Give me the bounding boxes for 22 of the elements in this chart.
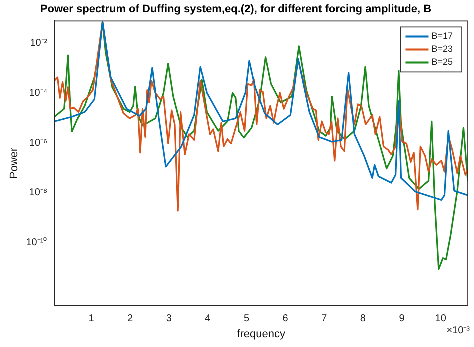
x-tick-label: 2 <box>128 314 134 325</box>
legend-label: B=25 <box>432 57 454 68</box>
legend-label: B=23 <box>432 44 454 54</box>
x-tick-label: 4 <box>205 314 212 325</box>
x-tick-label: 5 <box>244 314 250 325</box>
y-tick-label: 10⁻¹⁰ <box>26 236 48 249</box>
x-tick-label: 6 <box>282 314 289 325</box>
chart-title: Power spectrum of Duffing system,eq.(2), for different forcing amplitude, B <box>40 4 432 16</box>
y-axis-title: Power <box>8 148 21 180</box>
x-tick-label: 7 <box>322 314 328 325</box>
x-tick-label: 9 <box>399 314 406 325</box>
legend-label: B=17 <box>432 31 454 42</box>
y-tick-label: 10⁻⁸ <box>29 188 48 199</box>
x-axis-title: frequency <box>237 328 286 340</box>
y-tick-label: 10⁻⁶ <box>29 138 48 149</box>
x-tick-label: 3 <box>166 314 172 325</box>
x-tick-label: 1 <box>88 314 95 325</box>
text: ×10⁻³ <box>446 326 471 337</box>
y-tick-label: 10⁻⁴ <box>29 88 48 99</box>
x-tick-label: 10 <box>435 314 447 325</box>
x-tick-label: 8 <box>360 314 366 325</box>
y-tick-label: 10⁻² <box>30 38 48 49</box>
